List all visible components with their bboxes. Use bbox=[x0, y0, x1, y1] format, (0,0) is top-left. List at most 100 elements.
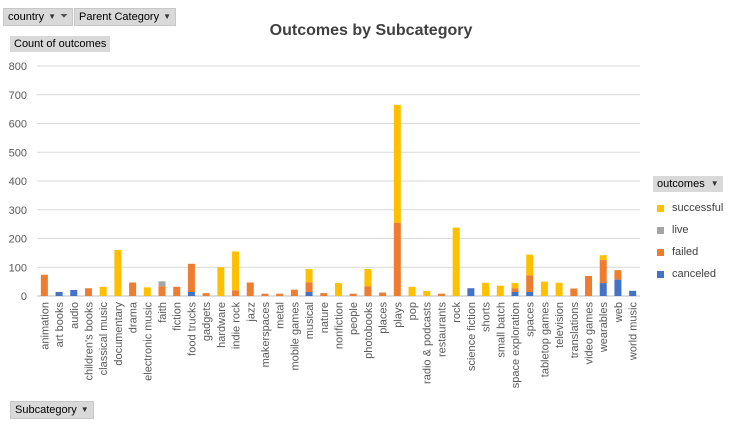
x-tick-label: world music bbox=[628, 302, 640, 362]
bar-failed bbox=[129, 282, 137, 296]
x-tick-label: small batch bbox=[495, 302, 507, 358]
bar-canceled bbox=[614, 279, 622, 296]
x-tick-label: faith bbox=[157, 302, 169, 323]
bar-failed bbox=[320, 293, 328, 296]
bar-successful bbox=[335, 283, 342, 296]
bar-successful bbox=[143, 287, 151, 296]
bar-failed bbox=[261, 293, 269, 296]
x-tick-label: audio bbox=[69, 302, 81, 329]
bar-failed bbox=[246, 282, 254, 296]
legend-item-canceled: canceled bbox=[653, 268, 739, 280]
x-tick-label: mobile games bbox=[289, 302, 301, 371]
legend-label-failed: failed bbox=[672, 246, 699, 258]
bar-canceled bbox=[55, 291, 63, 296]
x-tick-label: children's books bbox=[83, 302, 95, 381]
dropdown-arrow-icon: ▼ bbox=[710, 179, 719, 188]
bar-failed bbox=[364, 286, 372, 296]
x-tick-label: rock bbox=[451, 302, 463, 323]
legend: outcomes ▼ successful live failed cancel… bbox=[653, 174, 739, 280]
bar-successful bbox=[482, 282, 490, 296]
bar-failed bbox=[526, 275, 534, 292]
x-tick-label: art books bbox=[54, 302, 66, 348]
bar-successful bbox=[599, 255, 607, 261]
bar-failed bbox=[511, 288, 519, 292]
bar-failed bbox=[84, 288, 92, 296]
y-tick-label: 700 bbox=[9, 90, 27, 102]
legend-field-button[interactable]: outcomes ▼ bbox=[653, 176, 723, 192]
bar-live bbox=[158, 281, 166, 287]
dropdown-arrow-icon: ▼ bbox=[48, 12, 56, 21]
bar-canceled bbox=[511, 291, 519, 296]
legend-swatch-failed bbox=[657, 248, 664, 256]
x-tick-label: photobooks bbox=[363, 302, 375, 359]
x-tick-label: electronic music bbox=[142, 302, 154, 381]
bar-canceled bbox=[305, 291, 313, 296]
bar-successful bbox=[408, 286, 416, 296]
bar-failed bbox=[40, 274, 48, 296]
x-tick-label: classical music bbox=[98, 302, 110, 376]
x-tick-label: indie rock bbox=[231, 302, 243, 350]
bar-successful bbox=[114, 250, 122, 296]
x-tick-label: fiction bbox=[172, 302, 184, 331]
legend-item-successful: successful bbox=[653, 202, 739, 214]
dropdown-arrow-icon: ▼ bbox=[163, 12, 172, 21]
legend-swatch-live bbox=[657, 226, 664, 234]
bar-canceled bbox=[70, 289, 78, 296]
x-tick-label: radio & podcasts bbox=[422, 302, 434, 384]
country-filter-button[interactable]: country ▼ ⏷ bbox=[3, 8, 73, 26]
y-tick-label: 500 bbox=[9, 147, 27, 159]
y-tick-label: 600 bbox=[9, 119, 27, 131]
y-tick-label: 800 bbox=[9, 61, 27, 73]
legend-item-live: live bbox=[653, 224, 739, 236]
x-tick-label: translations bbox=[569, 302, 581, 359]
bar-failed bbox=[232, 290, 240, 296]
legend-label-canceled: canceled bbox=[672, 268, 717, 280]
bar-failed bbox=[599, 260, 607, 284]
x-tick-label: shorts bbox=[481, 302, 493, 332]
legend-swatch-successful bbox=[657, 204, 664, 212]
legend-label-live: live bbox=[672, 224, 689, 236]
x-tick-label: metal bbox=[275, 302, 287, 329]
bar-failed bbox=[290, 289, 298, 296]
x-tick-label: nature bbox=[319, 302, 331, 333]
x-tick-label: restaurants bbox=[436, 302, 448, 358]
x-tick-label: people bbox=[348, 302, 360, 335]
x-tick-label: plays bbox=[392, 302, 404, 328]
bar-successful bbox=[305, 268, 313, 283]
bar-failed bbox=[614, 270, 622, 280]
x-tick-label: musical bbox=[304, 302, 316, 339]
bar-failed bbox=[379, 292, 387, 296]
x-tick-label: hardware bbox=[216, 302, 228, 348]
dropdown-arrow-icon: ▼ bbox=[80, 405, 89, 414]
axis-field-button[interactable]: Subcategory ▼ bbox=[10, 401, 94, 419]
parent-category-filter-button[interactable]: Parent Category ▼ bbox=[74, 8, 177, 26]
x-tick-label: gadgets bbox=[201, 302, 213, 342]
x-tick-label: space exploration bbox=[510, 302, 522, 388]
y-tick-label: 0 bbox=[21, 291, 27, 303]
bar-successful bbox=[99, 286, 107, 296]
chart-title: Outcomes by Subcategory bbox=[269, 22, 473, 39]
bar-canceled bbox=[599, 283, 607, 296]
bar-successful bbox=[511, 283, 519, 289]
bar-successful bbox=[423, 290, 431, 296]
bar-failed bbox=[202, 293, 210, 296]
legend-item-failed: failed bbox=[653, 246, 739, 258]
bar-failed bbox=[349, 293, 357, 296]
value-field-button[interactable]: Count of outcomes bbox=[10, 36, 111, 52]
x-tick-label: video games bbox=[584, 302, 596, 365]
bar-successful bbox=[452, 227, 460, 296]
bar-failed bbox=[173, 286, 181, 296]
bar-successful bbox=[232, 251, 240, 291]
x-tick-label: nonfiction bbox=[334, 302, 346, 349]
axis-field-label: Subcategory bbox=[15, 404, 77, 416]
parent-category-filter-label: Parent Category bbox=[79, 11, 160, 23]
x-tick-label: animation bbox=[39, 302, 51, 350]
bar-failed bbox=[305, 282, 313, 292]
bar-successful bbox=[217, 267, 225, 296]
filter-funnel-icon: ⏷ bbox=[60, 11, 68, 22]
bar-failed bbox=[276, 293, 284, 296]
x-tick-label: web bbox=[613, 302, 625, 323]
x-tick-label: spaces bbox=[525, 302, 537, 337]
x-tick-label: television bbox=[554, 302, 566, 348]
